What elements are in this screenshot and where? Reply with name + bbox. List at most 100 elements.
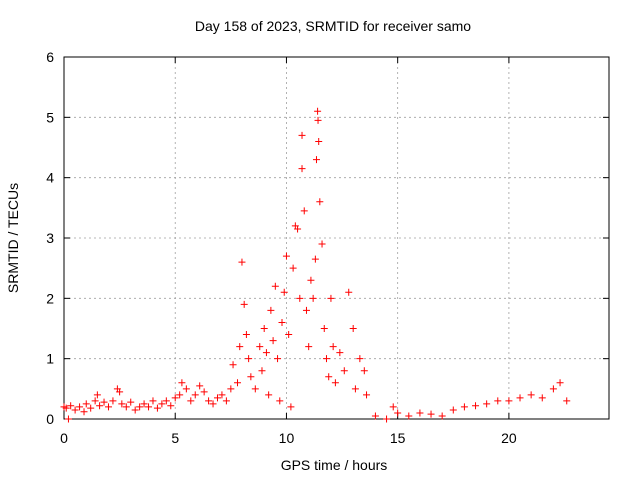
data-point [316, 198, 324, 206]
data-point [302, 306, 310, 314]
data-point [234, 379, 242, 387]
data-point [82, 400, 90, 408]
data-point [305, 343, 313, 351]
data-point [349, 325, 357, 332]
data-point [236, 343, 244, 351]
data-point [80, 408, 88, 416]
data-point [91, 397, 99, 405]
data-point [460, 403, 468, 411]
data-point [271, 282, 279, 290]
data-point [296, 294, 304, 302]
data-point [122, 403, 130, 411]
data-point [205, 397, 213, 405]
data-point [145, 403, 153, 411]
chart-title: Day 158 of 2023, SRMTID for receiver sam… [195, 18, 471, 34]
data-point [438, 412, 446, 420]
data-point [104, 403, 112, 411]
data-point [269, 337, 277, 345]
data-point [238, 258, 246, 266]
data-point [67, 402, 75, 410]
data-point [100, 398, 108, 406]
data-point [494, 397, 502, 405]
data-point [245, 355, 253, 363]
data-point [64, 415, 72, 423]
data-point [71, 406, 79, 414]
data-point [356, 355, 364, 363]
data-point [538, 394, 546, 402]
data-point [282, 252, 290, 260]
data-point [527, 391, 535, 399]
data-point [363, 391, 371, 399]
data-point [251, 385, 259, 393]
data-point [371, 412, 379, 420]
data-point [318, 240, 326, 248]
data-point [153, 404, 161, 412]
data-point [127, 398, 135, 406]
data-point [383, 415, 391, 423]
y-tick-label: 4 [46, 170, 54, 186]
data-point [191, 391, 199, 399]
data-point [340, 367, 348, 375]
data-point [300, 207, 308, 215]
data-point [218, 391, 226, 399]
data-point [274, 355, 282, 363]
data-point [331, 379, 339, 387]
data-point [360, 367, 368, 375]
data-point [405, 412, 413, 420]
data-point [76, 403, 84, 411]
data-point [278, 318, 286, 326]
data-points [60, 107, 571, 423]
data-point [116, 388, 124, 396]
data-point [312, 156, 320, 164]
data-point [280, 288, 288, 296]
y-tick-label: 5 [46, 109, 54, 125]
data-point [167, 402, 175, 410]
data-point [262, 349, 270, 357]
data-point [187, 397, 195, 405]
data-point [516, 394, 524, 402]
data-point [427, 410, 435, 418]
data-point [240, 300, 248, 308]
data-point [549, 385, 557, 393]
data-point [336, 349, 344, 357]
data-point [563, 397, 571, 405]
data-point [93, 391, 101, 399]
data-point [307, 276, 315, 284]
data-point [200, 388, 208, 396]
y-tick-label: 1 [46, 351, 54, 367]
data-point [176, 391, 184, 399]
data-point [227, 385, 235, 393]
data-point [87, 404, 95, 412]
data-point [131, 406, 139, 414]
y-tick-label: 3 [46, 230, 54, 246]
data-point [149, 397, 157, 405]
data-point [209, 400, 217, 408]
data-point [472, 402, 480, 410]
data-point [345, 288, 353, 296]
data-point [196, 382, 204, 390]
data-point [394, 409, 402, 417]
data-point [222, 397, 230, 405]
grid-lines [64, 57, 609, 419]
y-axis-label: SRMTID / TECUs [5, 183, 21, 293]
data-point [178, 379, 186, 387]
data-point [294, 225, 302, 233]
x-tick-label: 20 [501, 430, 517, 446]
data-point [556, 379, 564, 387]
data-point [258, 367, 266, 375]
data-point [505, 397, 513, 405]
data-point [242, 331, 250, 339]
data-point [285, 331, 293, 339]
x-tick-label: 0 [60, 430, 68, 446]
data-point [325, 373, 333, 381]
data-point [449, 406, 457, 414]
data-point [289, 264, 297, 272]
data-point [483, 400, 491, 408]
data-point [320, 325, 328, 332]
data-point [311, 255, 319, 263]
data-point [298, 165, 306, 173]
data-point [327, 294, 335, 302]
y-tick-label: 0 [46, 411, 54, 427]
x-axis-label: GPS time / hours [281, 457, 388, 473]
